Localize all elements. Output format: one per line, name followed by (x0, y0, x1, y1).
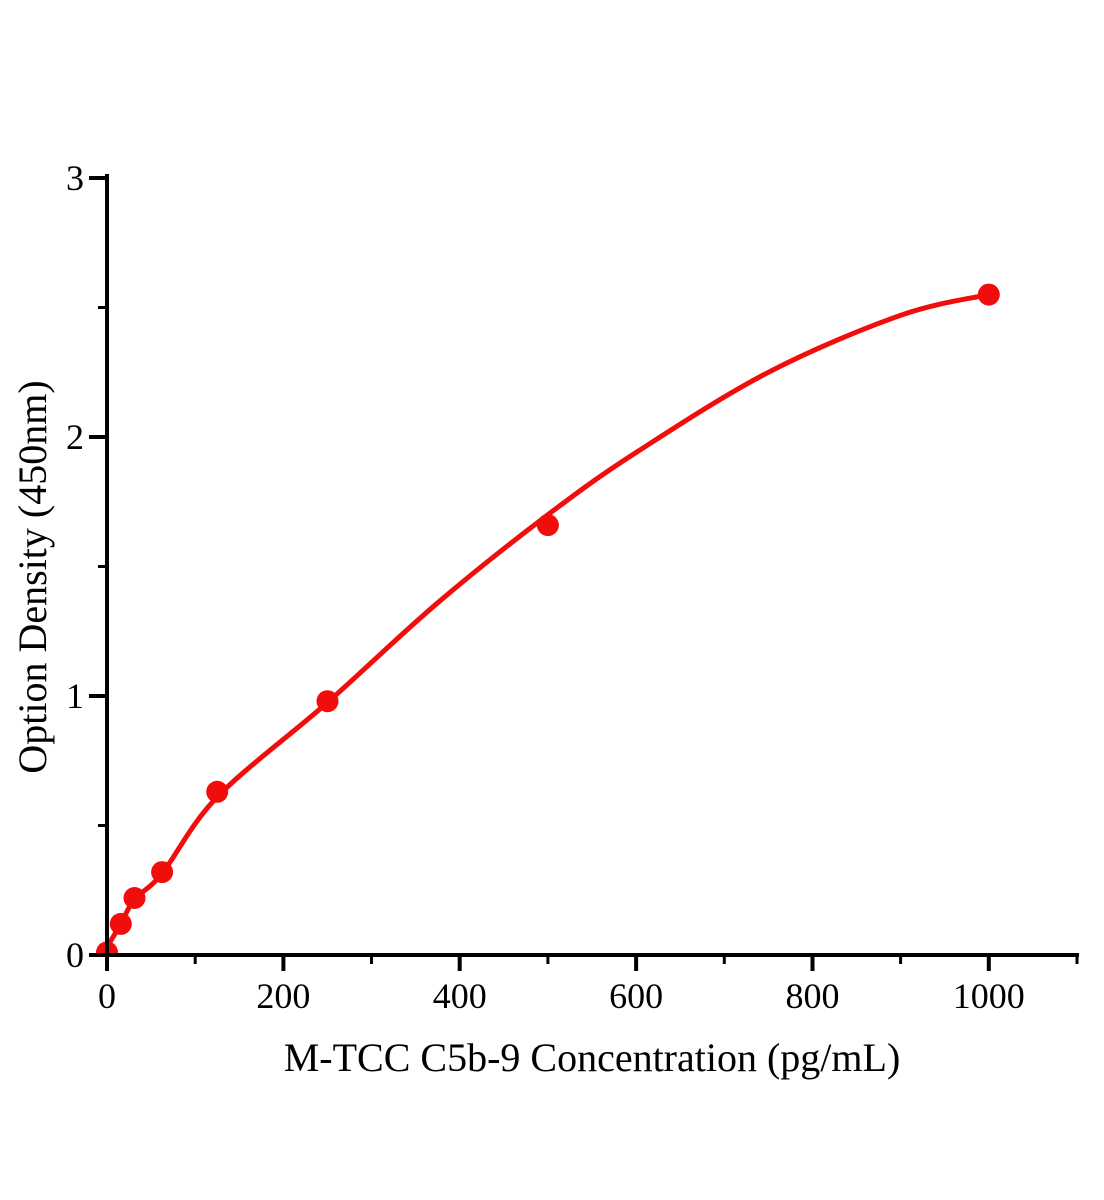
x-axis-title: M-TCC C5b-9 Concentration (pg/mL) (283, 1035, 901, 1080)
x-tick-label: 400 (433, 976, 487, 1016)
data-point (206, 780, 229, 803)
data-point (109, 912, 132, 935)
data-point (151, 861, 174, 884)
data-point (316, 690, 339, 713)
data-point (123, 887, 146, 909)
y-axis-title: Option Density (450nm) (10, 380, 55, 774)
x-tick-label: 600 (609, 976, 663, 1016)
y-tick-label: 2 (66, 417, 84, 457)
x-tick-label: 0 (98, 976, 116, 1016)
y-tick-label: 3 (66, 158, 84, 198)
fit-curve (104, 292, 992, 950)
x-tick-label: 800 (786, 976, 840, 1016)
x-tick-label: 200 (256, 976, 310, 1016)
y-tick-label: 1 (66, 676, 84, 716)
axes-lines (105, 174, 1079, 957)
data-point (536, 514, 559, 537)
x-tick-label: 1000 (953, 976, 1025, 1016)
y-tick-label: 0 (66, 935, 84, 975)
data-point (977, 283, 1000, 306)
